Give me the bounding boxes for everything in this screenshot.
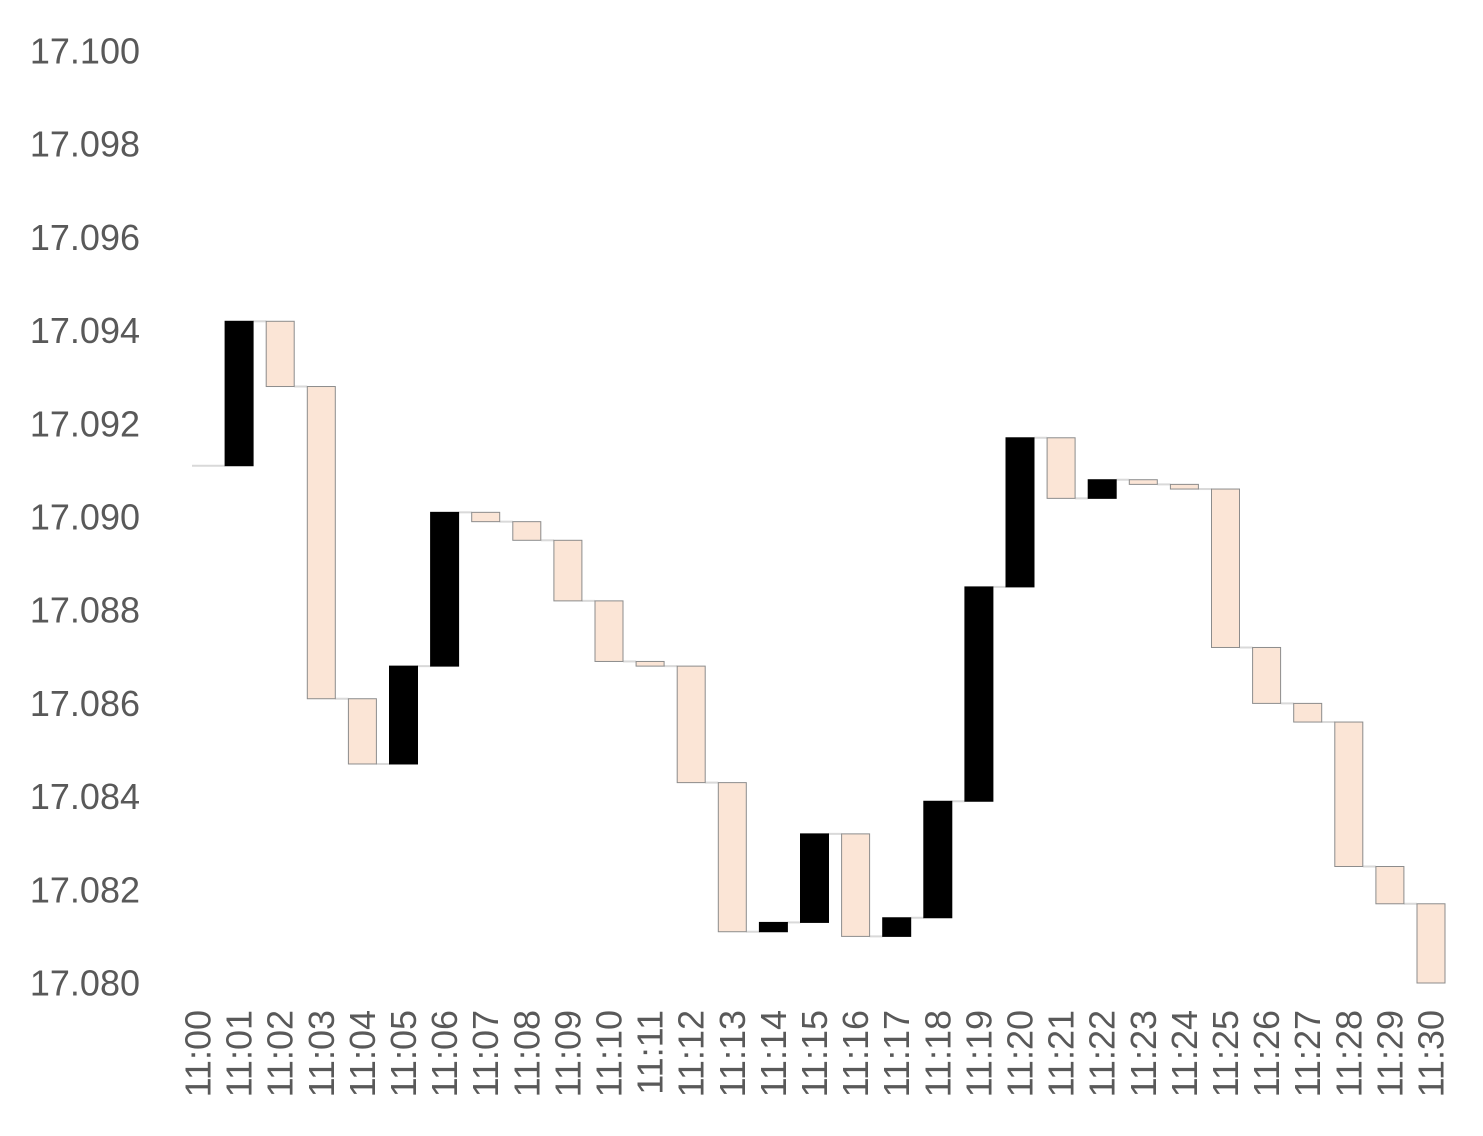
bar-increase [430,511,460,667]
bar-decrease [1128,479,1158,485]
bar-decrease [1375,866,1405,905]
bar-increase [389,665,418,765]
x-tick-label: 11:09 [547,1010,588,1097]
bar-decrease [1334,721,1364,867]
bar-increase [800,833,829,923]
bar-decrease [512,521,542,541]
bar-decrease [635,660,665,667]
x-tick-label: 11:07 [465,1010,506,1097]
x-tick-label: 11:21 [1041,1010,1082,1097]
bar-decrease [471,511,501,523]
bar-decrease [1169,483,1199,490]
bar-decrease [594,600,624,662]
x-tick-label: 11:05 [383,1010,424,1097]
x-tick-label: 11:10 [589,1010,630,1097]
x-tick-label: 11:00 [178,1010,219,1097]
y-tick-label: 17.090 [30,497,140,538]
x-tick-label: 11:13 [712,1010,753,1097]
x-tick-label: 11:29 [1369,1010,1410,1097]
bar-decrease [306,386,336,700]
y-tick-label: 17.084 [30,776,140,817]
bar-decrease [676,665,706,784]
x-tick-label: 11:18 [917,1010,958,1097]
bar-decrease [1252,646,1282,704]
x-tick-label: 11:30 [1411,1010,1452,1097]
x-tick-label: 11:15 [794,1010,835,1097]
y-tick-label: 17.100 [30,31,140,72]
x-tick-label: 11:24 [1164,1010,1205,1097]
bars [224,320,1446,984]
bar-decrease [265,320,295,388]
x-tick-label: 11:14 [753,1010,794,1097]
bar-increase [964,586,994,802]
y-tick-label: 17.092 [30,403,140,444]
x-tick-label: 11:17 [876,1010,917,1097]
bar-increase [224,320,254,467]
y-tick-label: 17.080 [30,963,140,1004]
bar-increase [1005,437,1035,588]
bar-decrease [553,539,583,602]
bar-decrease [717,782,747,933]
bar-decrease [841,833,871,937]
bar-increase [923,800,953,919]
y-axis: 17.080 17.082 17.084 17.086 17.088 17.090 17.0… [30,31,140,1004]
bar-increase [882,917,912,937]
y-tick-label: 17.082 [30,869,140,910]
x-tick-label: 11:01 [219,1010,260,1097]
x-tick-label: 11:27 [1287,1010,1328,1097]
y-tick-label: 17.096 [30,217,140,258]
y-tick-label: 17.094 [30,310,140,351]
x-tick-label: 11:06 [424,1010,465,1097]
x-tick-label: 11:19 [958,1010,999,1097]
x-tick-label: 11:26 [1246,1010,1287,1097]
x-tick-label: 11:02 [260,1010,301,1097]
x-tick-label: 11:16 [835,1010,876,1097]
bar-increase [758,921,788,933]
y-tick-label: 17.086 [30,683,140,724]
bar-decrease [347,698,377,765]
x-tick-label: 11:20 [1000,1010,1041,1097]
bar-decrease [1293,702,1323,723]
x-tick-label: 11:28 [1328,1010,1369,1097]
x-tick-label: 11:04 [342,1010,383,1097]
bar-decrease [1211,488,1240,648]
x-tick-label: 11:08 [506,1010,547,1097]
connector-lines [192,320,1417,938]
y-tick-label: 17.088 [30,590,140,631]
x-tick-label: 11:25 [1205,1010,1246,1097]
x-axis: 11:00 11:01 11:02 11:03 11:04 11:05 11:06 11:07… [178,1010,1452,1097]
bar-decrease [1046,437,1076,499]
x-tick-label: 11:11 [630,1010,671,1095]
x-tick-label: 11:22 [1082,1010,1123,1097]
x-tick-label: 11:03 [301,1010,342,1097]
x-tick-label: 11:23 [1123,1010,1164,1097]
y-tick-label: 17.098 [30,124,140,165]
x-tick-label: 11:12 [671,1010,712,1097]
bar-decrease [1416,903,1446,984]
bar-increase [1087,479,1117,499]
